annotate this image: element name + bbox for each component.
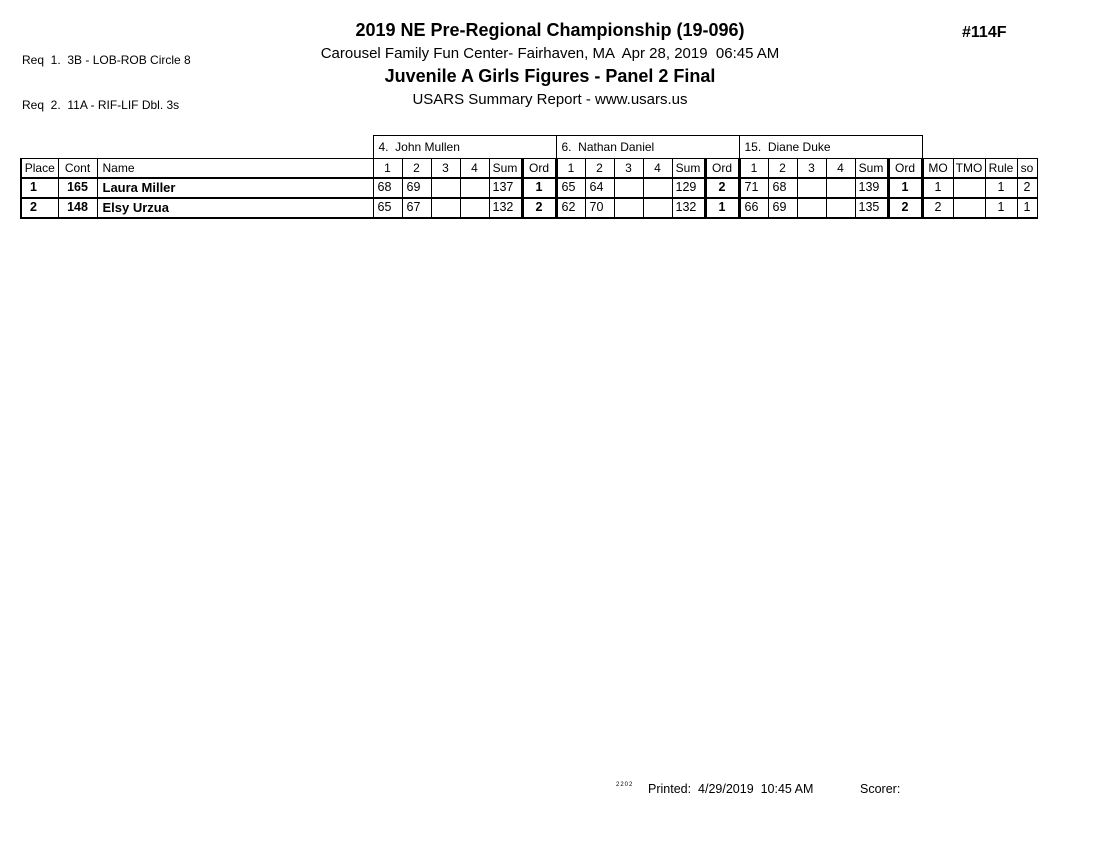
- judge-3-header: 15. Diane Duke: [738, 135, 923, 159]
- col-header-place: Place: [20, 158, 59, 179]
- judge-header-row: 4. John Mullen 6. Nathan Daniel 15. Dian…: [21, 135, 1037, 159]
- table-row-2: 2 148 Elsy Urzua 65 67 132 2 62 70 132 1…: [20, 197, 1038, 219]
- judge3-ordinal: 1: [886, 177, 924, 199]
- report-type-line: USARS Summary Report - www.usars.us: [412, 91, 688, 108]
- col-header-so: so: [1016, 158, 1038, 179]
- col-header-trial4: 4: [825, 158, 856, 179]
- col-header-ord: Ord: [703, 158, 741, 179]
- printed-value: 4/29/2019 10:45 AM: [698, 782, 814, 796]
- printed-label: Printed:: [648, 782, 692, 796]
- col-header-mo: MO: [921, 158, 954, 179]
- event-title: Juvenile A Girls Figures - Panel 2 Final: [384, 66, 716, 86]
- skater-name-cell: Elsy Urzua: [96, 197, 374, 219]
- col-header-ord: Ord: [886, 158, 924, 179]
- contestant-number-cell: 148: [57, 197, 98, 219]
- requirements-block: Req 1. 3B - LOB-ROB Circle 8 Req 2. 11A …: [22, 23, 191, 143]
- total-majority-ordinal-cell: [952, 197, 986, 219]
- judge1-sum: 132: [488, 197, 523, 219]
- judge1-trial4-score: [459, 197, 490, 219]
- judge2-trial3-score: [613, 177, 644, 199]
- col-header-sum: Sum: [854, 158, 889, 179]
- rule-cell: 1: [984, 197, 1018, 219]
- rule-cell: 1: [984, 177, 1018, 199]
- judge2-trial1-score: 65: [555, 177, 586, 199]
- judge1-ordinal: 2: [520, 197, 558, 219]
- skater-name-cell: Laura Miller: [96, 177, 374, 199]
- contestant-number-cell: 165: [57, 177, 98, 199]
- judge3-trial4-score: [825, 197, 856, 219]
- judge1-trial4-score: [459, 177, 490, 199]
- col-header-trial3: 3: [613, 158, 644, 179]
- judge1-trial3-score: [430, 177, 461, 199]
- col-header-trial1: 1: [555, 158, 586, 179]
- scorer-label: Scorer:: [860, 782, 901, 796]
- judge3-sum: 135: [854, 197, 889, 219]
- place-cell: 2: [20, 197, 59, 219]
- table-row-1: 1 165 Laura Miller 68 69 137 1 65 64 129…: [20, 177, 1038, 199]
- judge2-sum: 129: [671, 177, 706, 199]
- col-header-sum: Sum: [671, 158, 706, 179]
- col-header-tmo: TMO: [952, 158, 986, 179]
- judge2-ordinal: 1: [703, 197, 741, 219]
- judge2-trial4-score: [642, 197, 673, 219]
- judge3-trial4-score: [825, 177, 856, 199]
- column-header-row: Place Cont Name 1 2 3 4 Sum Ord 1 2 3 4 …: [20, 158, 1038, 179]
- total-majority-ordinal-cell: [952, 177, 986, 199]
- col-header-trial2: 2: [401, 158, 432, 179]
- judge-row-left-spacer: [21, 136, 373, 159]
- col-header-trial4: 4: [459, 158, 490, 179]
- judge2-trial2-score: 70: [584, 197, 615, 219]
- judge2-trial1-score: 62: [555, 197, 586, 219]
- col-header-trial1: 1: [372, 158, 403, 179]
- judge3-trial2-score: 68: [767, 177, 798, 199]
- judge1-ordinal: 1: [520, 177, 558, 199]
- col-header-trial1: 1: [738, 158, 769, 179]
- judge3-trial1-score: 71: [738, 177, 769, 199]
- results-table: 4. John Mullen 6. Nathan Daniel 15. Dian…: [20, 135, 1038, 219]
- requirement-line-2: Req 2. 11A - RIF-LIF Dbl. 3s: [22, 98, 180, 112]
- col-header-trial3: 3: [430, 158, 461, 179]
- col-header-ord: Ord: [520, 158, 558, 179]
- judge-row-right-spacer: [922, 136, 1037, 159]
- judge3-trial1-score: 66: [738, 197, 769, 219]
- judge2-trial3-score: [613, 197, 644, 219]
- col-header-trial2: 2: [584, 158, 615, 179]
- sum-ordinals-cell: 2: [1016, 177, 1038, 199]
- col-header-cont: Cont: [57, 158, 98, 179]
- judge2-ordinal: 2: [703, 177, 741, 199]
- event-number: #114F: [962, 24, 1007, 41]
- col-header-trial4: 4: [642, 158, 673, 179]
- championship-title: 2019 NE Pre-Regional Championship (19-09…: [355, 20, 745, 40]
- footer-version-code: 2202: [616, 782, 634, 788]
- judge-1-header: 4. John Mullen: [372, 135, 557, 159]
- majority-ordinal-cell: 2: [921, 197, 954, 219]
- judge2-sum: 132: [671, 197, 706, 219]
- judge3-trial3-score: [796, 177, 827, 199]
- printed-timestamp: Printed: 4/29/2019 10:45 AM: [648, 782, 813, 796]
- judge1-sum: 137: [488, 177, 523, 199]
- col-header-trial2: 2: [767, 158, 798, 179]
- judge1-trial2-score: 69: [401, 177, 432, 199]
- judge3-sum: 139: [854, 177, 889, 199]
- judge3-trial2-score: 69: [767, 197, 798, 219]
- col-header-name: Name: [96, 158, 374, 179]
- judge1-trial1-score: 68: [372, 177, 403, 199]
- judge1-trial3-score: [430, 197, 461, 219]
- requirement-line-1: Req 1. 3B - LOB-ROB Circle 8: [22, 53, 191, 67]
- judge3-trial3-score: [796, 197, 827, 219]
- judge1-trial2-score: 67: [401, 197, 432, 219]
- col-header-rule: Rule: [984, 158, 1018, 179]
- col-header-sum: Sum: [488, 158, 523, 179]
- venue-date-line: Carousel Family Fun Center- Fairhaven, M…: [320, 45, 780, 62]
- judge3-ordinal: 2: [886, 197, 924, 219]
- judge1-trial1-score: 65: [372, 197, 403, 219]
- place-cell: 1: [20, 177, 59, 199]
- col-header-trial3: 3: [796, 158, 827, 179]
- judge2-trial4-score: [642, 177, 673, 199]
- majority-ordinal-cell: 1: [921, 177, 954, 199]
- judge2-trial2-score: 64: [584, 177, 615, 199]
- judge-2-header: 6. Nathan Daniel: [555, 135, 740, 159]
- sum-ordinals-cell: 1: [1016, 197, 1038, 219]
